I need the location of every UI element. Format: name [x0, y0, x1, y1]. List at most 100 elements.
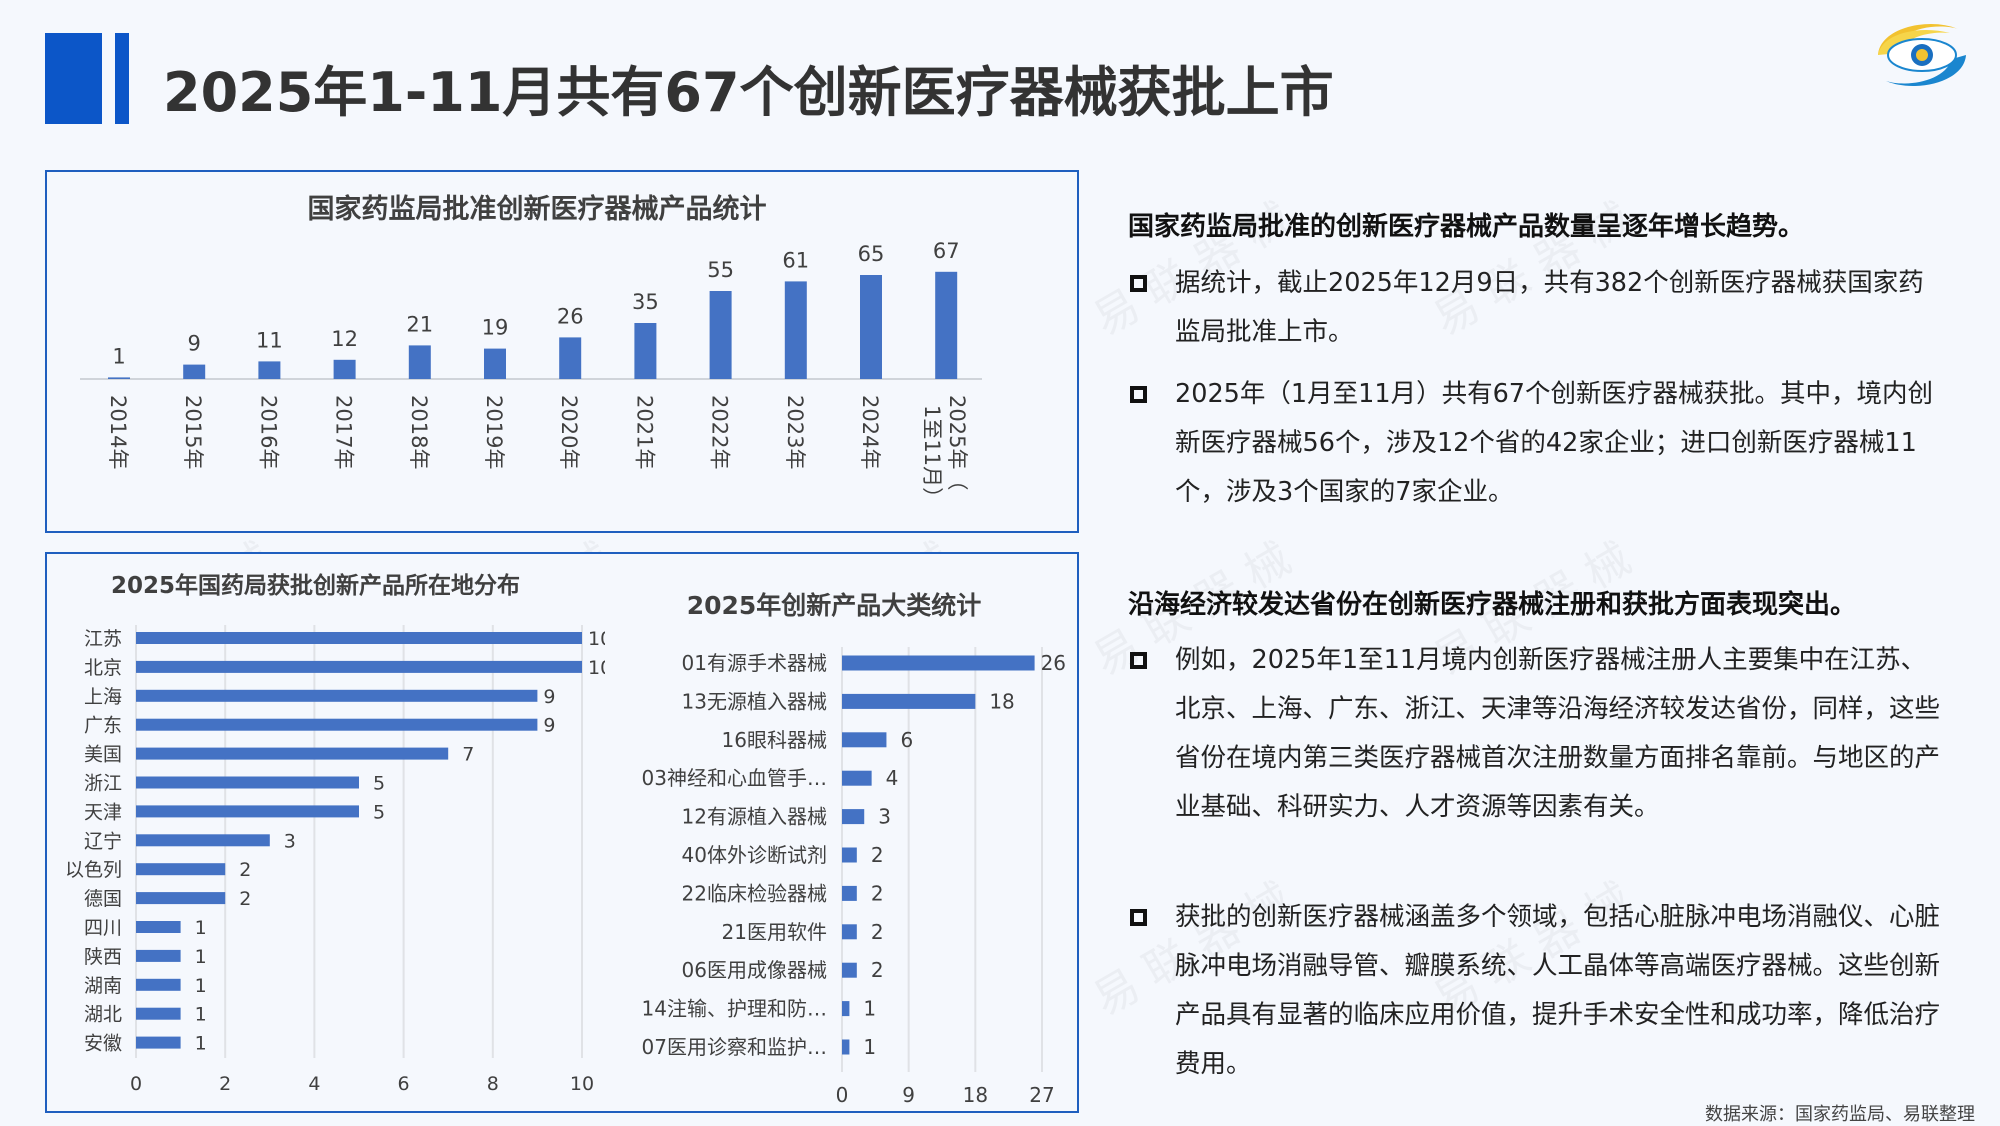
y-tick-label: 40体外诊断试剂	[682, 843, 827, 867]
data-label: 10	[588, 657, 605, 679]
data-label: 2	[871, 843, 884, 867]
data-label: 35	[632, 290, 659, 314]
data-label: 1	[195, 975, 207, 997]
x-tick-label: 6	[398, 1073, 410, 1095]
data-label: 21	[406, 312, 433, 336]
bar	[136, 776, 359, 789]
x-tick-label: 18	[963, 1083, 988, 1107]
data-label: 1	[195, 1004, 207, 1026]
y-tick-label: 陕西	[84, 946, 122, 968]
x-tick-label: 2018年	[407, 395, 431, 469]
x-tick-label: 2023年	[783, 395, 807, 469]
bar	[842, 924, 857, 940]
bar	[842, 847, 857, 863]
y-tick-label: 湖北	[84, 1004, 122, 1026]
x-tick-label: 2014年	[106, 395, 130, 469]
y-tick-label: 07医用诊察和监护…	[642, 1035, 827, 1059]
heading-growth: 国家药监局批准的创新医疗器械产品数量呈逐年增长趋势。	[1128, 212, 1805, 242]
data-label: 26	[557, 304, 584, 328]
data-label: 55	[707, 258, 734, 282]
data-label: 9	[543, 715, 555, 737]
bar	[842, 962, 857, 978]
data-label: 10	[588, 628, 605, 650]
paragraph-total: 据统计，截止2025年12月9日，共有382个创新医疗器械获国家药监局批准上市。	[1175, 268, 1924, 347]
data-label: 2	[239, 859, 251, 881]
x-tick-label: 9	[902, 1083, 915, 1107]
paragraph-2025: 2025年（1月至11月）共有67个创新医疗器械获批。其中，境内创新医疗器械56…	[1175, 379, 1934, 507]
bar	[935, 271, 958, 379]
data-label: 65	[858, 242, 885, 266]
x-tick-label: 2021年	[632, 395, 656, 469]
y-tick-label: 江苏	[84, 628, 122, 650]
y-tick-label: 湖南	[84, 975, 122, 997]
bar	[842, 1039, 850, 1055]
data-label: 6	[900, 728, 913, 752]
chart-panel-bottom	[45, 552, 1079, 1113]
data-label: 9	[543, 686, 555, 708]
y-tick-label: 北京	[84, 657, 122, 679]
bar	[136, 632, 582, 644]
data-label: 3	[284, 830, 296, 852]
paragraph-regions: 例如，2025年1至11月境内创新医疗器械注册人主要集中在江苏、北京、上海、广东…	[1175, 645, 1941, 822]
y-tick-label: 广东	[84, 715, 122, 737]
data-source: 数据来源：国家药监局、易联整理	[1705, 1104, 1975, 1125]
chart-region: 0 2 4 6 8 10 10 江苏 10 北京 9 上海 9 广东 7 美国 5 浙江 5 天津 3 辽宁 2 以色列 2 德国…	[65, 625, 605, 1095]
data-label: 1	[195, 917, 207, 939]
x-tick-label: 2022年	[708, 395, 732, 469]
y-tick-label: 美国	[84, 744, 122, 766]
data-label: 2	[871, 958, 884, 982]
page-title: 2025年1-11月共有67个创新医疗器械获批上市	[163, 61, 1334, 124]
data-label: 1	[863, 1035, 876, 1059]
bar	[136, 863, 226, 876]
y-tick-label: 辽宁	[84, 830, 122, 852]
y-tick-label: 06医用成像器械	[682, 958, 827, 982]
bullet-square-icon	[1130, 275, 1147, 292]
title-accent-block	[45, 33, 102, 124]
bar	[842, 732, 887, 748]
data-label: 11	[256, 328, 283, 352]
x-tick-label: 2	[219, 1073, 231, 1095]
bar	[183, 364, 206, 379]
chart-title-region: 2025年国药局获批创新产品所在地分布	[111, 573, 521, 599]
bar	[333, 359, 356, 379]
data-label: 19	[482, 316, 509, 340]
bar	[258, 361, 281, 379]
bar	[136, 660, 582, 673]
y-tick-label: 21医用软件	[722, 920, 827, 944]
data-label: 1	[195, 1033, 207, 1055]
bar	[842, 770, 872, 786]
bar	[136, 805, 359, 818]
x-tick-label: 2024年	[858, 395, 882, 469]
bar	[784, 281, 807, 379]
chart-title-annual: 国家药监局批准创新医疗器械产品统计	[307, 194, 767, 225]
bar	[136, 834, 270, 847]
y-tick-label: 01有源手术器械	[682, 651, 827, 675]
bar	[108, 377, 130, 379]
logo	[1870, 15, 1974, 99]
bar	[136, 949, 181, 962]
bar	[860, 275, 882, 379]
bar	[136, 921, 181, 933]
y-tick-label: 14注输、护理和防…	[642, 997, 827, 1021]
bar	[136, 892, 226, 905]
bullet-square-icon	[1130, 909, 1147, 926]
x-tick-label: 0	[836, 1083, 849, 1107]
bullet-square-icon	[1130, 652, 1147, 669]
y-tick-label: 03神经和心血管手…	[642, 766, 827, 790]
x-tick-label: 2025年（	[945, 395, 969, 490]
y-tick-label: 四川	[84, 917, 122, 939]
data-label: 3	[878, 805, 891, 829]
data-label: 1	[112, 344, 125, 368]
chart-title-category: 2025年创新产品大类统计	[686, 591, 982, 620]
heading-coastal: 沿海经济较发达省份在创新医疗器械注册和获批方面表现突出。	[1128, 590, 1857, 620]
data-label: 26	[1041, 651, 1066, 675]
bar	[136, 689, 538, 702]
data-label: 2	[239, 888, 251, 910]
x-tick-label: 4	[308, 1073, 320, 1095]
y-tick-label: 22临床检验器械	[682, 881, 827, 905]
bar	[136, 978, 181, 991]
data-label: 61	[782, 248, 809, 272]
bar	[634, 323, 657, 379]
data-label: 1	[195, 946, 207, 968]
x-tick-label: 1至11月）	[920, 405, 944, 508]
